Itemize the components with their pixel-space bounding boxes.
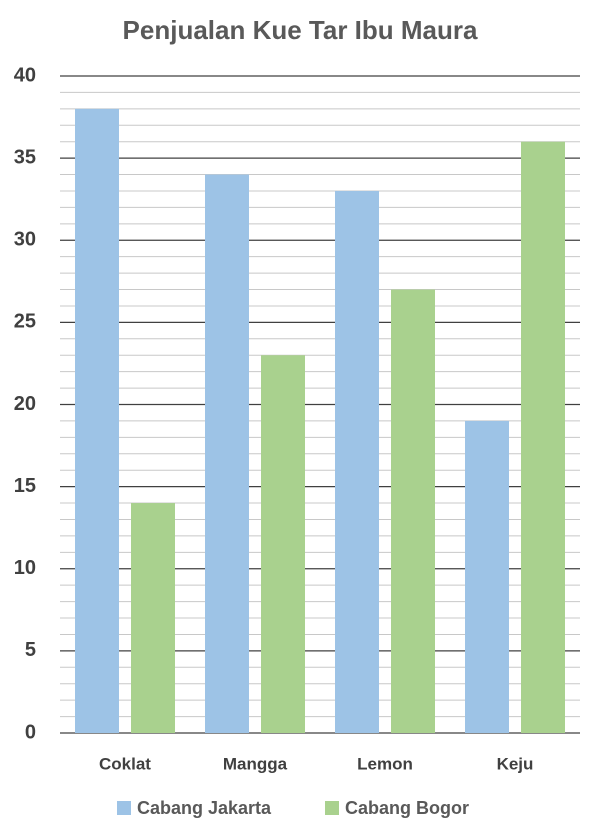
bar (131, 503, 175, 733)
x-tick-label: Mangga (223, 754, 288, 773)
bar (521, 141, 565, 733)
bar (335, 190, 379, 734)
y-tick-label: 15 (14, 475, 36, 497)
y-tick-label: 20 (14, 393, 36, 415)
y-tick-label: 30 (14, 229, 36, 251)
y-tick-label: 5 (25, 639, 36, 661)
chart-title: Penjualan Kue Tar Ibu Maura (123, 15, 478, 45)
legend-label: Cabang Bogor (345, 798, 469, 818)
y-tick-label: 10 (14, 557, 36, 579)
legend-swatch (325, 801, 339, 815)
legend-label: Cabang Jakarta (137, 798, 272, 818)
y-tick-label: 35 (14, 146, 36, 168)
legend-swatch (117, 801, 131, 815)
bar (391, 289, 435, 733)
bar (261, 355, 305, 733)
bar (205, 174, 249, 734)
x-tick-label: Keju (497, 754, 534, 773)
bar (75, 108, 119, 734)
y-tick-label: 0 (25, 721, 36, 743)
x-tick-label: Lemon (357, 754, 413, 773)
x-tick-label: Coklat (99, 754, 151, 773)
y-tick-label: 40 (14, 64, 36, 86)
bar (465, 420, 509, 733)
y-tick-label: 25 (14, 311, 36, 333)
